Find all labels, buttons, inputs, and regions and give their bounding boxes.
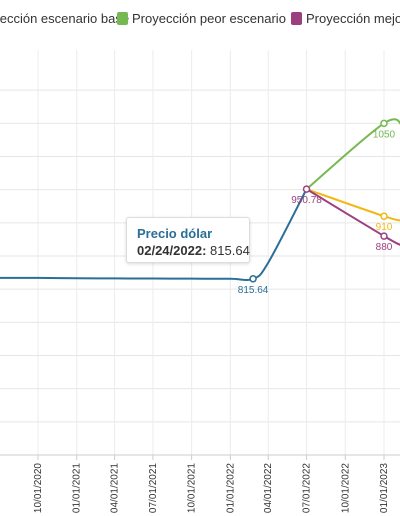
x-tick-label: 10/01/2020 (33, 463, 44, 513)
data-label: 1050 (373, 129, 396, 140)
x-tick-label: 07/01/2022 (302, 463, 313, 513)
data-label: 950.78 (291, 195, 322, 206)
legend-item-worst[interactable]: Proyección peor escenario (117, 11, 286, 26)
series-point[interactable] (381, 233, 387, 239)
legend-label-base: Proyección escenario base (0, 11, 129, 26)
x-tick-label: 01/01/2023 (379, 463, 390, 513)
chart-x-axis: 10/01/2020 01/01/2021 04/01/2021 07/01/2021… (33, 455, 390, 513)
data-label: 880 (376, 242, 393, 253)
legend-item-base[interactable]: Proyección escenario base (0, 11, 129, 26)
tooltip-date: 02/24/2022: (137, 243, 206, 258)
series-point[interactable] (381, 213, 387, 219)
series-point[interactable] (250, 276, 256, 282)
series-point[interactable] (381, 120, 387, 126)
tooltip-title: Precio dólar (137, 226, 239, 242)
tooltip-body: 02/24/2022: 815.64 (137, 242, 239, 260)
x-tick-label: 04/01/2022 (263, 463, 274, 513)
x-tick-label: 01/01/2021 (72, 463, 83, 513)
x-tick-label: 07/01/2021 (148, 463, 159, 513)
series-point[interactable] (304, 186, 310, 192)
x-tick-label: 10/01/2021 (187, 463, 198, 513)
data-label: 815.64 (238, 285, 269, 296)
tooltip-value: 815.64 (210, 243, 250, 258)
data-label: 910 (376, 222, 393, 233)
chart-tooltip: Precio dólar 02/24/2022: 815.64 (126, 217, 250, 263)
legend-label-worst: Proyección peor escenario (132, 11, 286, 26)
legend-swatch-worst (117, 12, 128, 25)
chart-data-labels: 815.64 1050 910 950.78 880 (238, 120, 396, 295)
x-tick-label: 10/01/2022 (340, 463, 351, 513)
legend-item-best[interactable]: Proyección mejor escenario (291, 11, 400, 26)
x-tick-label: 01/01/2022 (225, 463, 236, 513)
x-tick-label: 04/01/2021 (110, 463, 121, 513)
chart-legend: Proyección escenario base Proyección peo… (0, 0, 400, 40)
legend-swatch-best (291, 12, 302, 25)
legend-label-best: Proyección mejor escenario (306, 11, 400, 26)
